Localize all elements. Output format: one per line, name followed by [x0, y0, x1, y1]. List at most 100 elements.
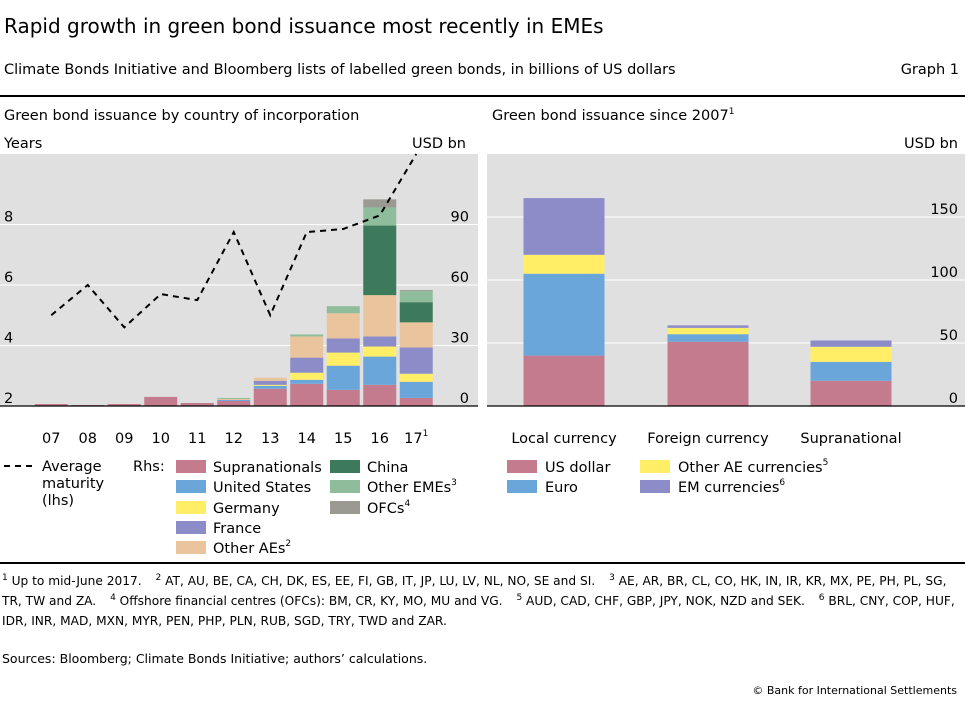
- lhs-tick-label: 8: [4, 209, 13, 225]
- header-rule: [0, 95, 965, 97]
- bar-segment: [253, 385, 287, 389]
- left-panel-title: Green bond issuance by country of incorp…: [4, 108, 359, 124]
- bar-segment: [523, 273, 605, 356]
- bar-segment: [363, 207, 397, 226]
- bar-segment: [810, 361, 892, 381]
- footnote-text: AE, AR, BR, CL, CO, HK, IN, IR, KR, MX, …: [2, 574, 947, 608]
- lhs-tick-label: 2: [4, 391, 13, 407]
- legend-swatch: [176, 521, 206, 534]
- copyright: © Bank for International Settlements: [752, 684, 957, 697]
- bar-segment: [290, 357, 324, 373]
- legend-label-maturity: Average: [42, 459, 102, 475]
- bar-segment: [326, 352, 360, 366]
- footnote: 2 AT, AU, BE, CA, CH, DK, ES, EE, FI, GB…: [155, 572, 596, 588]
- right-panel-title: Green bond issuance since 20071: [492, 108, 734, 124]
- y-tick-label: 100: [930, 265, 958, 281]
- rhs-unit-label: USD bn: [412, 136, 466, 152]
- bar-segment: [217, 398, 251, 400]
- legend-label-sup: 3: [451, 478, 457, 488]
- bar-segment: [290, 379, 324, 384]
- legend-swatch: [176, 501, 206, 514]
- footnote-text: BRL, CNY, COP, HUF, IDR, INR, MAD, MXN, …: [2, 594, 955, 628]
- bar-segment: [290, 334, 324, 337]
- bar-segment: [363, 199, 397, 208]
- average-maturity-line: [50, 153, 418, 329]
- bar-segment: [810, 380, 892, 406]
- legend-label: France: [213, 521, 261, 537]
- bar-segment: [326, 306, 360, 314]
- legend-swatch: [176, 480, 206, 493]
- bar-segment: [810, 346, 892, 362]
- bar-segment: [399, 397, 433, 406]
- legend-swatch: [330, 480, 360, 493]
- bar-segment: [399, 347, 433, 374]
- legend-label-maturity: maturity: [42, 476, 105, 492]
- bar-segment: [363, 356, 397, 385]
- x-tick-label: 10: [152, 431, 170, 447]
- x-tick-label: 13: [261, 431, 279, 447]
- footnote-text: Up to mid-June 2017.: [7, 574, 142, 588]
- left-chart: 07 08 09 10 11 12 13 14 15 16 171 2 4 6 8 Years 0 30 60 90 U…: [0, 136, 478, 447]
- graph-subtitle: Climate Bonds Initiative and Bloomberg l…: [4, 62, 676, 78]
- x-category-label: Local currency: [511, 431, 617, 447]
- bar-segment: [253, 384, 287, 386]
- bar-segment: [217, 397, 251, 399]
- legend-swatch: [640, 460, 670, 473]
- legend-label: China: [367, 460, 408, 476]
- bar-segment: [217, 400, 251, 406]
- x-tick-sup: 1: [423, 429, 429, 439]
- bar-segment: [399, 322, 433, 348]
- footnote: 3 AE, AR, BR, CL, CO, HK, IN, IR, KR, MX…: [2, 572, 947, 608]
- footnote-number: 6: [818, 592, 825, 603]
- footnote-number: 2: [155, 572, 162, 583]
- rhs-tick-label: 60: [451, 270, 469, 286]
- legend-label: Germany: [213, 501, 280, 517]
- bar-segment: [144, 396, 178, 406]
- bar-segment: [667, 334, 749, 342]
- rhs-tick-label: 30: [451, 331, 469, 347]
- x-category-label: Foreign currency: [647, 431, 769, 447]
- legend-label: Euro: [545, 480, 578, 496]
- bar-segment: [523, 355, 605, 406]
- legend-rhs-label: Rhs:: [133, 459, 165, 475]
- legend-label: Supranationals: [213, 460, 322, 476]
- graph-title: Rapid growth in green bond issuance most…: [4, 14, 604, 38]
- bar-segment: [107, 403, 141, 406]
- x-tick-label: 12: [225, 431, 243, 447]
- bar-segment: [399, 290, 433, 292]
- bar-segment: [326, 313, 360, 339]
- bar-segment: [363, 336, 397, 347]
- legend-label: Other AEs2: [213, 539, 291, 557]
- legend-swatch: [330, 501, 360, 514]
- bar-segment: [399, 302, 433, 323]
- legend-label: US dollar: [545, 460, 610, 476]
- legend-label-sup: 6: [779, 478, 785, 488]
- footnote-number: 4: [110, 592, 116, 603]
- legend-label-maturity: (lhs): [42, 493, 74, 509]
- graph-number: Graph 1: [900, 62, 959, 78]
- bar-segment: [326, 365, 360, 390]
- footnote-number: 3: [609, 572, 615, 583]
- rhs-unit-label: USD bn: [904, 136, 958, 152]
- bar-segment: [253, 380, 287, 385]
- x-category-label: Supranational: [800, 431, 901, 447]
- footnote-text: AT, AU, BE, CA, CH, DK, ES, EE, FI, GB, …: [161, 574, 596, 588]
- left-plot-background: [0, 154, 478, 406]
- footnote-number: 1: [2, 572, 8, 583]
- footnote-number: 5: [516, 592, 523, 603]
- footnote: 1 Up to mid-June 2017.: [2, 572, 142, 588]
- bar-segment: [290, 372, 324, 380]
- bar-segment: [399, 381, 433, 398]
- left-panel-title-text: Green bond issuance by country of incorp…: [4, 108, 360, 124]
- bar-segment: [180, 402, 214, 406]
- x-tick-label: 08: [79, 431, 97, 447]
- legend-label: Other EMEs3: [367, 478, 457, 496]
- right-chart: Local currency Foreign currency Supranatio…: [487, 136, 965, 447]
- x-tick-label: 14: [298, 431, 316, 447]
- legend-swatch: [176, 541, 206, 554]
- x-tick-label: 11: [188, 431, 206, 447]
- sources: Sources: Bloomberg; Climate Bonds Initia…: [2, 651, 428, 666]
- footnote-text: Offshore financial centres (OFCs): BM, C…: [115, 594, 503, 608]
- lhs-tick-label: 6: [4, 270, 13, 286]
- footnote-text: AUD, CAD, CHF, GBP, JPY, NOK, NZD and SE…: [522, 594, 805, 608]
